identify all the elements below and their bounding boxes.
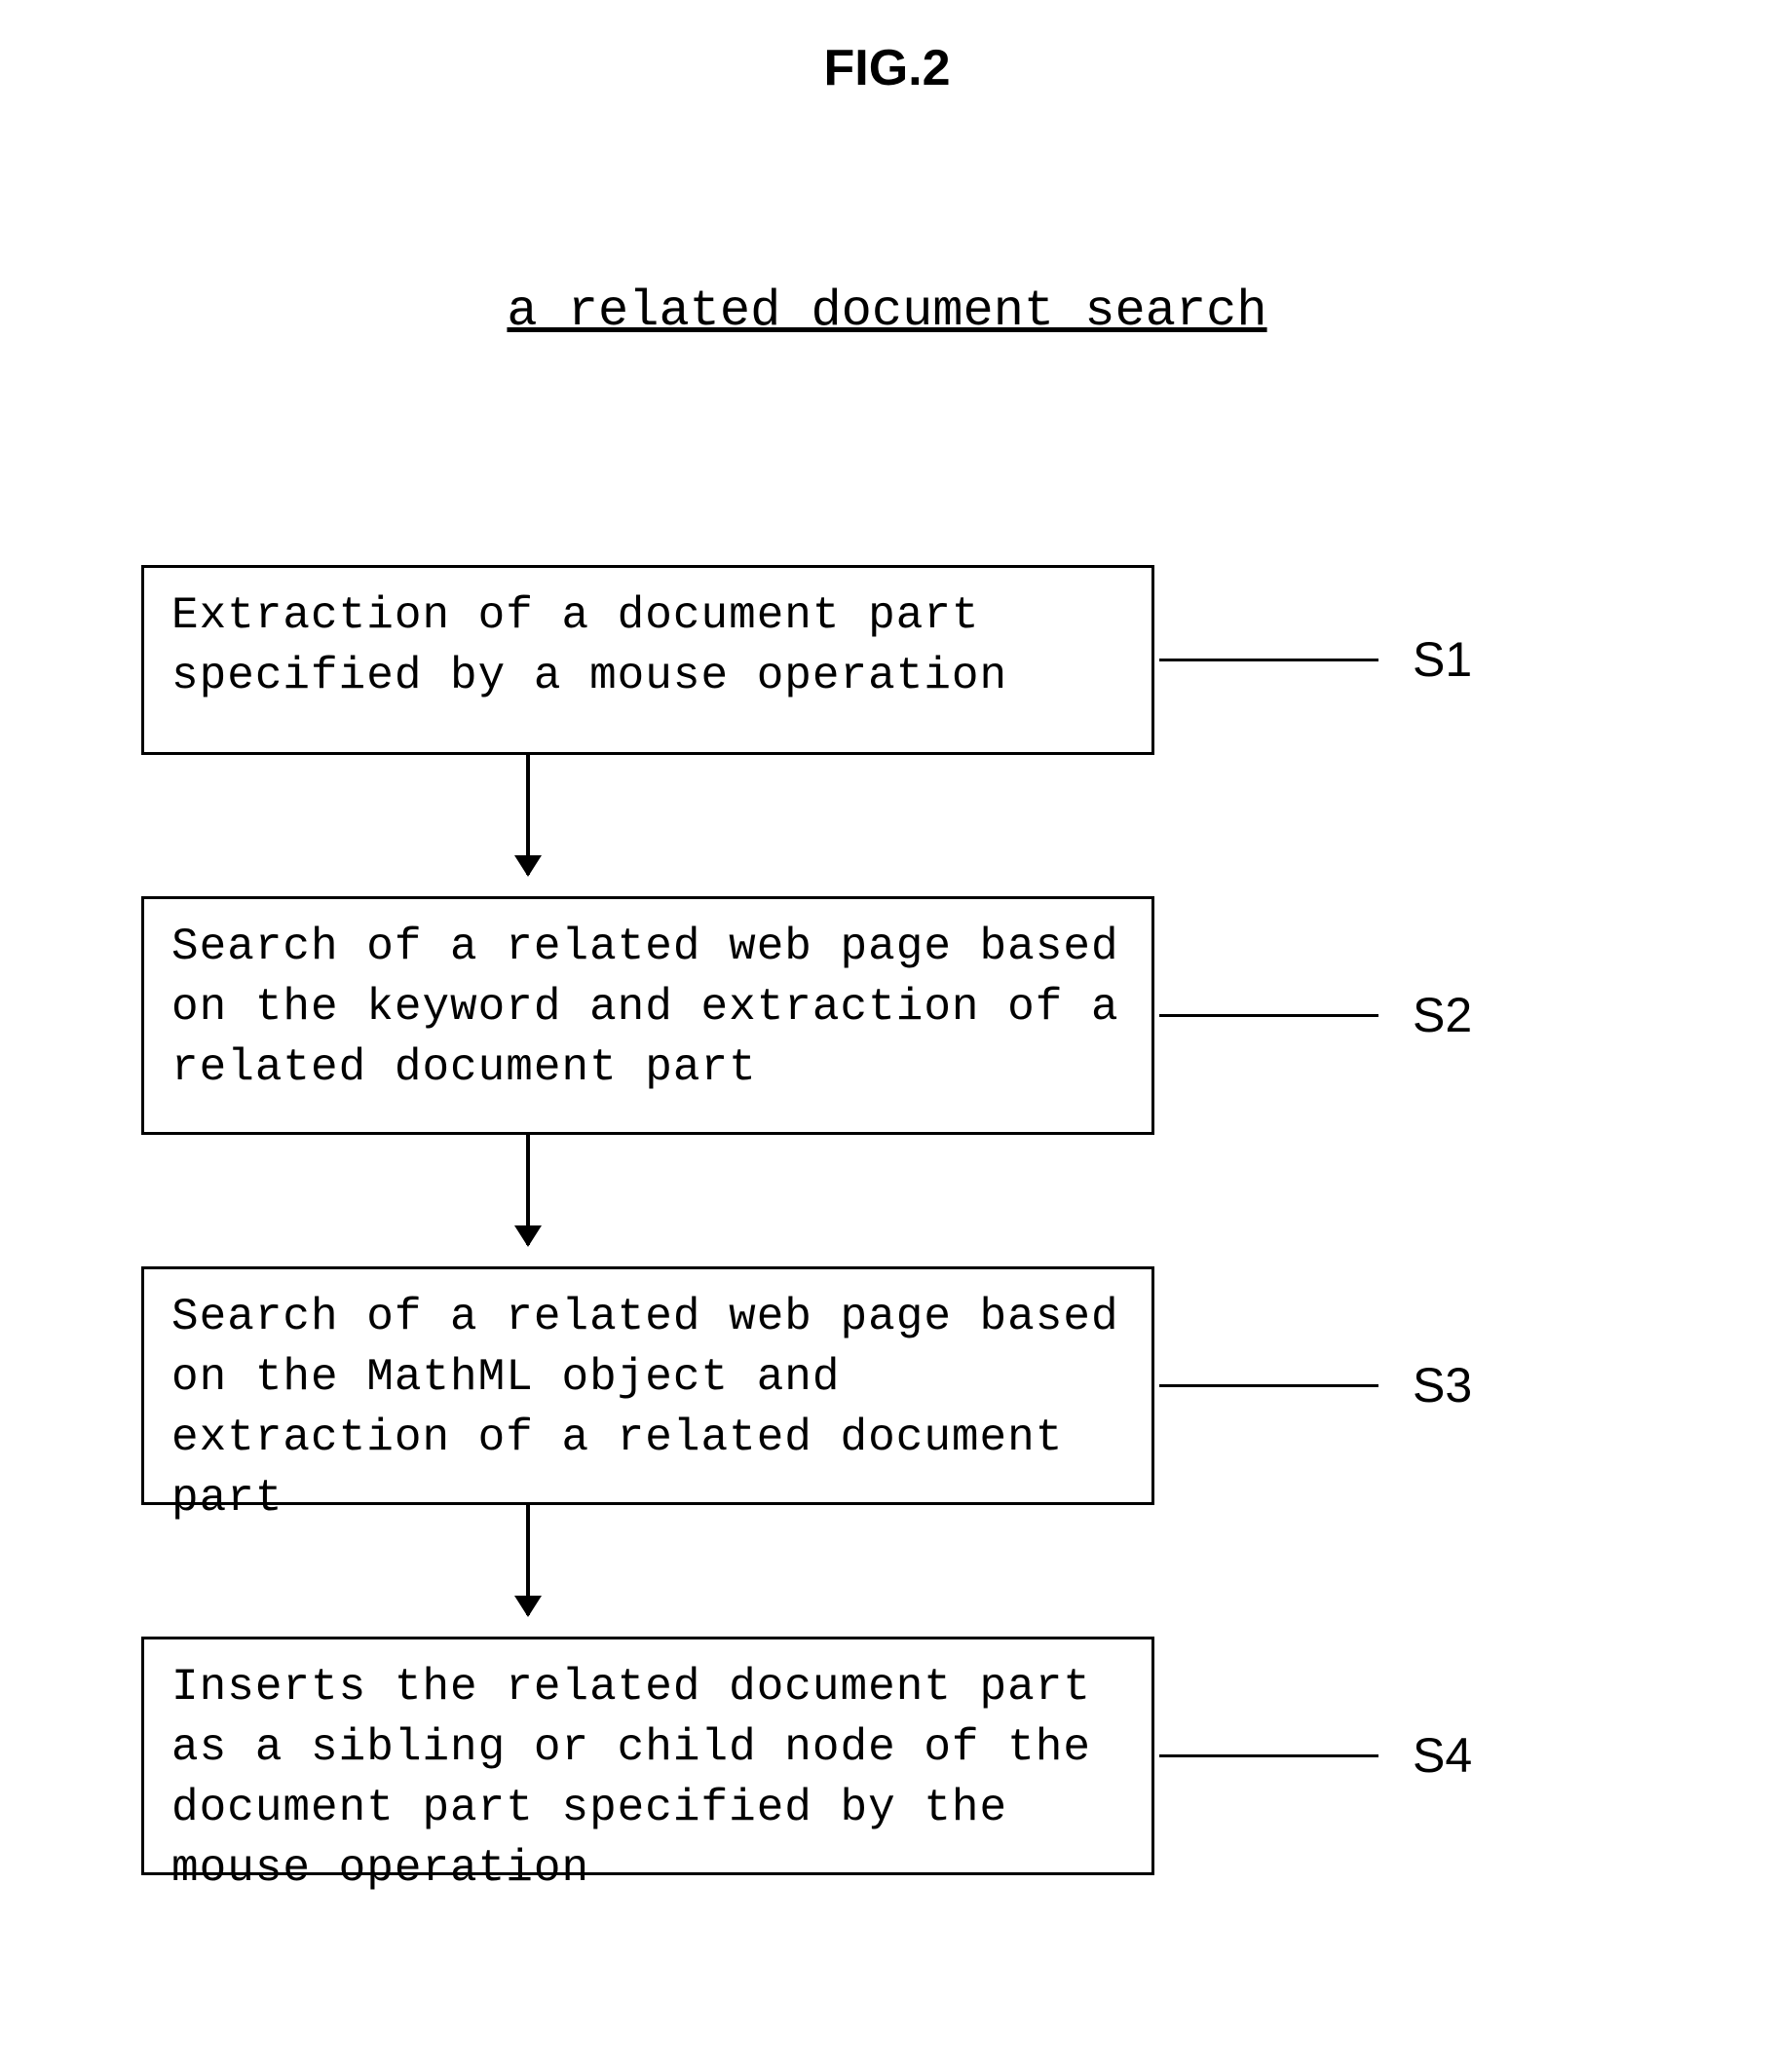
flow-step-text: Search of a related web page based on th… (171, 917, 1124, 1098)
flow-arrow (526, 1505, 530, 1615)
flow-step-label: S3 (1413, 1357, 1472, 1413)
flow-arrow (526, 755, 530, 875)
flow-step-text: Inserts the related document part as a s… (171, 1657, 1124, 1899)
flow-step-label: S2 (1413, 987, 1472, 1043)
label-connector (1159, 1014, 1378, 1017)
flow-step-s1: Extraction of a document part specified … (141, 565, 1154, 755)
flow-step-label: S1 (1413, 631, 1472, 688)
flow-step-s3: Search of a related web page based on th… (141, 1266, 1154, 1505)
figure-label: FIG.2 (823, 39, 950, 97)
figure-subtitle: a related document search (507, 283, 1266, 340)
label-connector (1159, 1754, 1378, 1757)
flow-arrow (526, 1135, 530, 1245)
flow-step-text: Extraction of a document part specified … (171, 585, 1124, 706)
flow-step-s4: Inserts the related document part as a s… (141, 1637, 1154, 1875)
flow-step-label: S4 (1413, 1727, 1472, 1784)
label-connector (1159, 659, 1378, 661)
label-connector (1159, 1384, 1378, 1387)
flow-step-text: Search of a related web page based on th… (171, 1287, 1124, 1528)
flow-step-s2: Search of a related web page based on th… (141, 896, 1154, 1135)
